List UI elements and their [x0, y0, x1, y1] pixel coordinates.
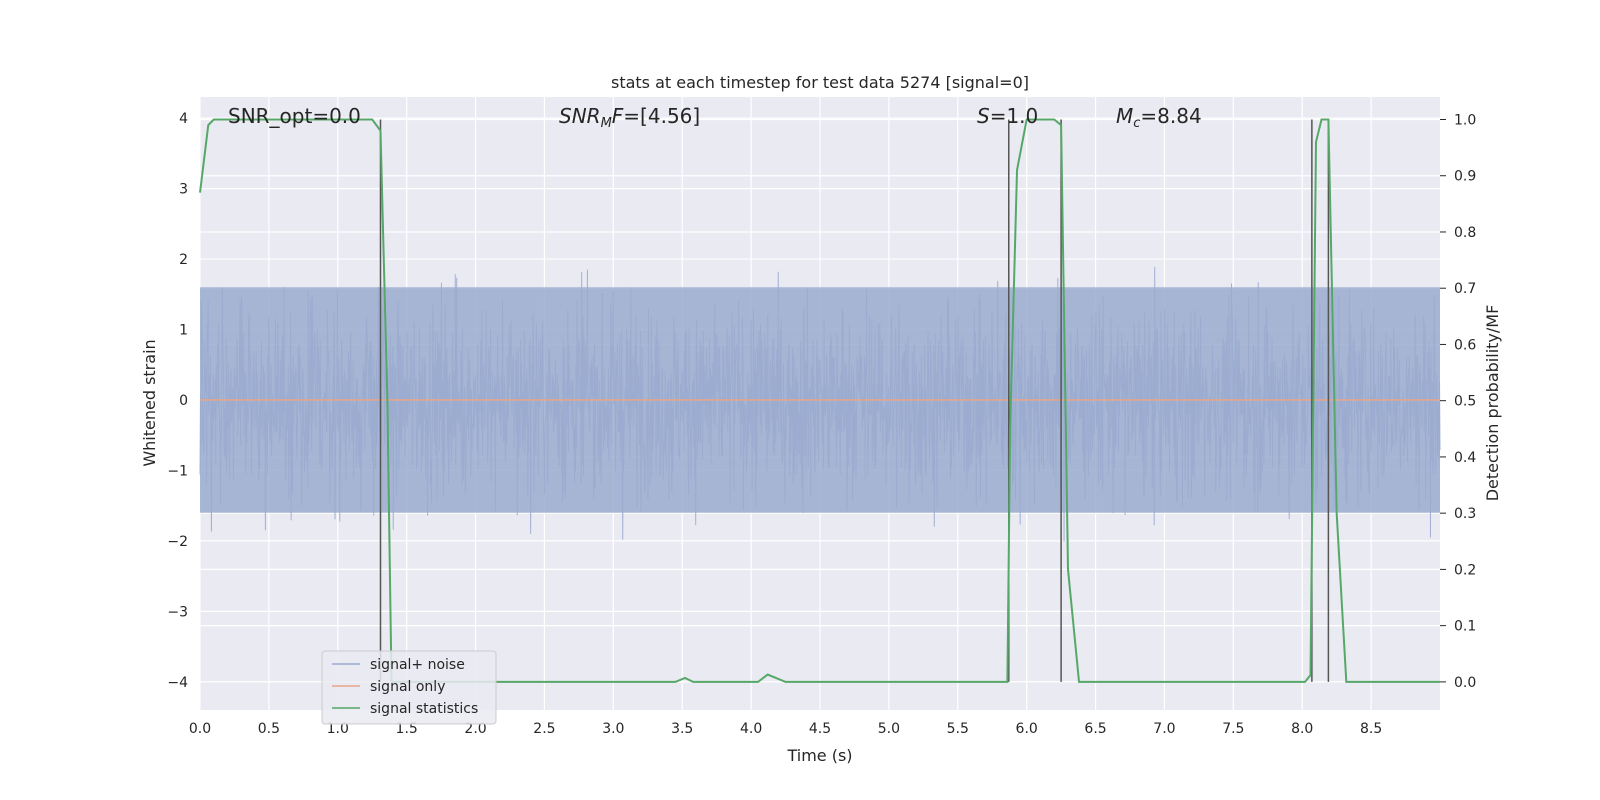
legend-label-stats: signal statistics [370, 701, 478, 717]
y-right-tick-label: 0.4 [1454, 450, 1476, 466]
annotation-snr-mf: SNRMF=[4.56] [559, 104, 700, 131]
y-left-tick-label: −4 [167, 675, 188, 691]
annotation-s-label: S [977, 104, 990, 128]
x-tick-label: 4.5 [809, 721, 831, 737]
annotation-snr-opt: SNR_opt=0.0 [228, 104, 361, 128]
annotation-mc: Mc=8.84 [1116, 104, 1202, 131]
y-right-tick-label: 0.6 [1454, 337, 1476, 353]
x-tick-label: 4.0 [740, 721, 762, 737]
x-tick-label: 5.0 [878, 721, 900, 737]
legend-label-noise: signal+ noise [370, 657, 465, 673]
y-right-tick-label: 0.5 [1454, 394, 1476, 410]
y-left-tick-label: −3 [167, 604, 188, 620]
x-tick-label: 1.5 [396, 721, 418, 737]
legend: signal+ noise signal only signal statist… [321, 650, 497, 725]
x-tick-label: 2.0 [464, 721, 486, 737]
x-axis-label: Time (s) [786, 746, 852, 765]
chart-title: stats at each timestep for test data 527… [611, 73, 1029, 92]
y-left-tick-label: −2 [167, 534, 188, 550]
x-tick-label: 5.5 [947, 721, 969, 737]
annotation-snr-mf-rest: =[4.56] [623, 104, 700, 128]
tick-labels: 0.0 0.5 1.0 1.5 2.0 2.5 3.0 3.5 4.0 4.5 5.0 5.5 6.0 6… [167, 111, 1476, 737]
annotation-snr-mf-value: F=[4.56] [612, 104, 700, 128]
x-tick-label: 7.5 [1222, 721, 1244, 737]
x-tick-label: 0.0 [189, 721, 211, 737]
y-left-tick-label: 0 [179, 393, 188, 409]
annotation-mc-sub: c [1133, 116, 1140, 131]
x-tick-label: 6.5 [1084, 721, 1106, 737]
y-axis-right-label: Detection probability/MF [1483, 305, 1502, 502]
y-left-tick-label: 2 [179, 252, 188, 268]
annotation-snr-mf-label: SNR [559, 104, 601, 128]
x-tick-label: 2.5 [533, 721, 555, 737]
y-right-tick-label: 0.2 [1454, 562, 1476, 578]
y-left-tick-label: −1 [167, 463, 188, 479]
x-tick-label: 1.0 [327, 721, 349, 737]
legend-box [321, 650, 497, 725]
y-right-tick-label: 0.0 [1454, 675, 1476, 691]
y-right-tick-label: 0.3 [1454, 506, 1476, 522]
x-tick-label: 7.0 [1153, 721, 1175, 737]
y-right-tick-label: 1.0 [1454, 112, 1476, 128]
signal-statistics-line [199, 118, 1440, 683]
legend-label-signal: signal only [370, 679, 445, 695]
y-right-tick-label: 0.8 [1454, 225, 1476, 241]
x-tick-label: 3.0 [602, 721, 624, 737]
annotation-s-value: =1.0 [990, 104, 1039, 128]
x-tick-label: 3.5 [671, 721, 693, 737]
y-left-tick-label: 3 [179, 182, 188, 198]
y-left-tick-label: 4 [179, 111, 188, 127]
x-tick-label: 6.0 [1016, 721, 1038, 737]
annotation-mc-label: M [1116, 104, 1133, 128]
x-tick-label: 8.5 [1360, 721, 1382, 737]
x-tick-label: 0.5 [258, 721, 280, 737]
x-tick-label: 8.0 [1291, 721, 1313, 737]
y-right-tick-label: 0.9 [1454, 169, 1476, 185]
y-right-tick-label: 0.1 [1454, 619, 1476, 635]
y-right-tick-label: 0.7 [1454, 281, 1476, 297]
annotation-s: S=1.0 [977, 104, 1038, 128]
signal-statistics-series [199, 118, 1440, 683]
annotation-mc-value: =8.84 [1140, 104, 1201, 128]
y-left-tick-label: 1 [179, 323, 188, 339]
y-axis-left-label: Whitened strain [140, 339, 159, 466]
annotation-snr-mf-sub: M [601, 116, 612, 131]
